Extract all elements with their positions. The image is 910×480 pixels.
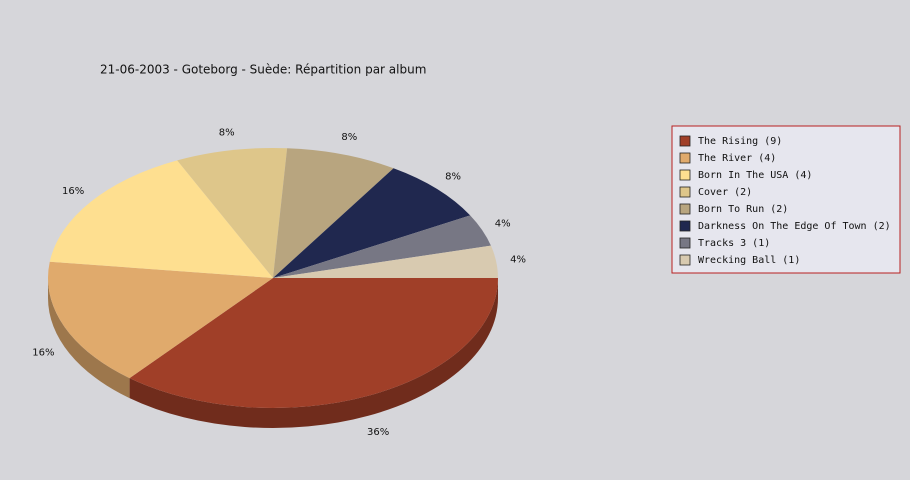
slice-label: 8% bbox=[219, 128, 235, 139]
legend-label: Tracks 3 (1) bbox=[698, 238, 770, 249]
slice-side bbox=[48, 278, 130, 399]
slice bbox=[129, 278, 499, 408]
legend-label: The River (4) bbox=[698, 153, 776, 164]
slice bbox=[273, 245, 498, 278]
legend-box bbox=[671, 125, 901, 274]
legend-label: Born In The USA (4) bbox=[698, 170, 812, 181]
slice bbox=[273, 215, 491, 278]
legend-swatch bbox=[679, 169, 691, 181]
legend-label: Darkness On The Edge Of Town (2) bbox=[698, 221, 891, 232]
pie-sides bbox=[48, 278, 499, 428]
pie-tops bbox=[47, 148, 499, 408]
slice-side bbox=[129, 278, 499, 428]
slice-label: 16% bbox=[62, 186, 84, 197]
legend: The Rising (9) The River (4) Born In The U… bbox=[671, 125, 901, 274]
legend-label: The Rising (9) bbox=[698, 136, 782, 147]
slice-label: 8% bbox=[341, 132, 357, 143]
legend-label: Cover (2) bbox=[698, 187, 752, 198]
chart-title: 21-06-2003 - Goteborg - Suède: Répartiti… bbox=[100, 63, 426, 77]
legend-swatch bbox=[679, 220, 691, 232]
legend-label: Wrecking Ball (1) bbox=[698, 255, 800, 266]
slice-label: 8% bbox=[445, 172, 461, 183]
slice-label: 4% bbox=[510, 254, 526, 265]
legend-swatch bbox=[679, 135, 691, 147]
legend-swatch bbox=[679, 186, 691, 198]
legend-swatch bbox=[679, 237, 691, 249]
slice bbox=[47, 261, 273, 379]
legend-swatch bbox=[679, 152, 691, 164]
slice bbox=[273, 148, 394, 278]
slice bbox=[49, 160, 273, 278]
legend-label: Born To Run (2) bbox=[698, 204, 788, 215]
legend-swatch bbox=[679, 203, 691, 215]
legend-swatch bbox=[679, 254, 691, 266]
slice-labels: 36% 16% 16% 8% 8% 8% 4% 4% bbox=[32, 128, 526, 438]
slice-label: 36% bbox=[367, 427, 389, 438]
slice-label: 4% bbox=[495, 219, 511, 230]
slice bbox=[177, 148, 288, 278]
slice-label: 16% bbox=[32, 347, 54, 358]
slice bbox=[273, 168, 471, 278]
